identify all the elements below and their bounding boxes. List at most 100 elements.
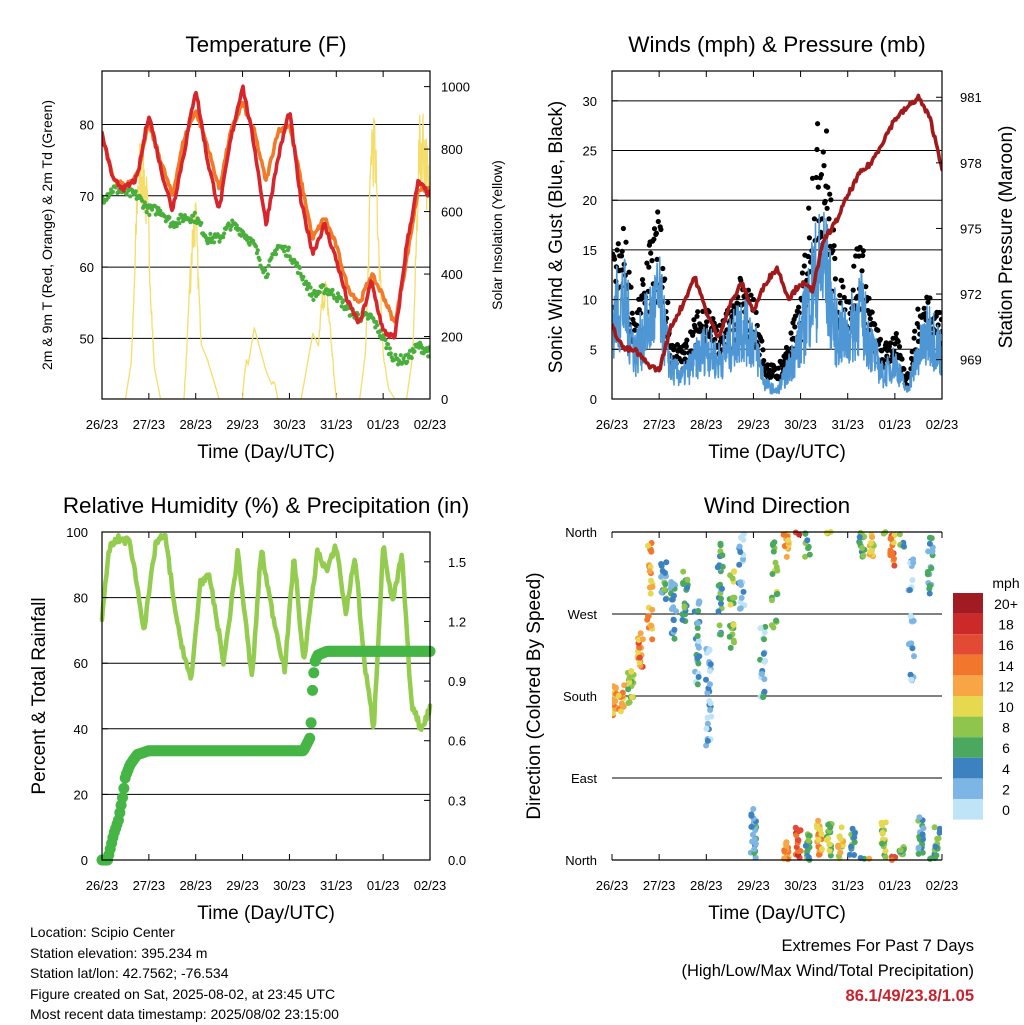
gust-point bbox=[651, 226, 658, 232]
direction-xtick-label: 29/23 bbox=[737, 878, 770, 893]
direction-point bbox=[694, 625, 701, 631]
gust-point bbox=[822, 198, 828, 204]
direction-xtick-label: 30/23 bbox=[784, 878, 817, 893]
gust-point bbox=[796, 310, 802, 316]
winds-ylabel: Sonic Wind & Gust (Blue, Black) bbox=[546, 101, 567, 373]
dewpoint-point bbox=[365, 316, 371, 321]
direction-point bbox=[769, 571, 776, 577]
direction-point bbox=[648, 622, 655, 629]
direction-point bbox=[773, 591, 780, 598]
gust-point bbox=[628, 284, 634, 290]
gust-point bbox=[806, 235, 813, 241]
precip-ytick-label: 0.3 bbox=[448, 793, 466, 808]
direction-point bbox=[726, 633, 733, 640]
gust-point bbox=[662, 276, 668, 282]
direction-point bbox=[781, 855, 787, 862]
direction-ytick-label: West bbox=[568, 607, 598, 622]
gust-point bbox=[921, 305, 927, 311]
gust-point bbox=[867, 316, 873, 322]
gust-point bbox=[896, 344, 903, 350]
pressure-ylabel: Station Pressure (Maroon) bbox=[996, 126, 1017, 349]
gust-point bbox=[646, 264, 652, 270]
gust-point bbox=[655, 209, 661, 215]
direction-point bbox=[910, 559, 917, 566]
gust-point bbox=[925, 299, 931, 305]
humidity-xtick-label: 28/23 bbox=[179, 878, 212, 893]
direction-point bbox=[836, 833, 843, 840]
gust-point bbox=[792, 313, 799, 319]
direction-point bbox=[646, 568, 653, 575]
speed-legend-label: 14 bbox=[998, 658, 1014, 674]
direction-point bbox=[932, 843, 939, 850]
gust-point bbox=[648, 250, 654, 256]
gust-point bbox=[912, 328, 918, 334]
direction-point bbox=[658, 562, 665, 569]
dewpoint-point bbox=[418, 342, 423, 347]
gust-point bbox=[841, 294, 847, 301]
dewpoint-point bbox=[409, 355, 414, 361]
gust-point bbox=[775, 365, 781, 371]
winds-xtick-label: 27/23 bbox=[643, 417, 676, 432]
winds-plot-area bbox=[612, 93, 942, 395]
direction-point bbox=[869, 534, 876, 541]
temperature-title: Temperature (F) bbox=[185, 32, 346, 57]
direction-point bbox=[769, 542, 776, 548]
gust-point bbox=[623, 239, 629, 245]
direction-point bbox=[896, 531, 903, 538]
direction-point bbox=[629, 694, 635, 700]
direction-point bbox=[647, 590, 654, 597]
direction-point bbox=[737, 534, 744, 541]
direction-point bbox=[774, 567, 781, 574]
direction-point bbox=[748, 812, 755, 819]
direction-point bbox=[680, 568, 687, 575]
temperature-frame bbox=[101, 70, 431, 400]
direction-point bbox=[662, 581, 669, 588]
direction-point bbox=[625, 700, 632, 706]
direction-point bbox=[668, 579, 675, 585]
pressure-ytick-label: 969 bbox=[960, 353, 982, 368]
humidity-ytick-label: 20 bbox=[74, 787, 88, 802]
direction-point bbox=[738, 594, 745, 601]
direction-point bbox=[806, 551, 813, 558]
direction-point bbox=[757, 625, 764, 632]
gust-point bbox=[796, 304, 802, 310]
gust-point bbox=[612, 256, 618, 262]
precip-ytick-label: 0.0 bbox=[448, 853, 466, 868]
gust-point bbox=[936, 309, 942, 316]
speed-legend-swatch bbox=[953, 593, 983, 614]
gust-point bbox=[615, 241, 621, 247]
direction-point bbox=[718, 600, 724, 607]
direction-point bbox=[825, 821, 832, 828]
humidity-title: Relative Humidity (%) & Precipitation (i… bbox=[63, 493, 469, 518]
gust-point bbox=[764, 362, 771, 368]
direction-point bbox=[669, 596, 675, 603]
direction-point bbox=[727, 644, 734, 651]
direction-point bbox=[804, 537, 811, 544]
direction-point bbox=[838, 824, 845, 831]
direction-point bbox=[621, 682, 628, 689]
direction-point bbox=[919, 831, 926, 838]
direction-point bbox=[696, 598, 703, 605]
direction-point bbox=[934, 835, 941, 842]
dewpoint-point bbox=[273, 252, 279, 257]
direction-point bbox=[748, 823, 755, 830]
direction-point bbox=[911, 653, 917, 660]
direction-point bbox=[620, 703, 627, 710]
direction-point bbox=[805, 854, 812, 861]
dewpoint-point bbox=[212, 240, 217, 245]
humidity-xtick-label: 26/23 bbox=[86, 878, 119, 893]
dewpoint-point bbox=[386, 342, 391, 347]
direction-point bbox=[645, 542, 651, 549]
temperature-xtick-label: 29/23 bbox=[226, 417, 259, 432]
gust-point bbox=[691, 317, 697, 323]
winds-xtick-label: 01/23 bbox=[879, 417, 912, 432]
direction-point bbox=[888, 535, 894, 542]
direction-point bbox=[907, 671, 914, 678]
elevation-text: Station elevation: 395.234 m bbox=[30, 944, 208, 961]
gust-point bbox=[644, 260, 650, 266]
temp-2m-line bbox=[102, 84, 430, 340]
direction-point bbox=[668, 606, 675, 613]
direction-point bbox=[907, 613, 914, 619]
direction-point bbox=[818, 846, 825, 852]
